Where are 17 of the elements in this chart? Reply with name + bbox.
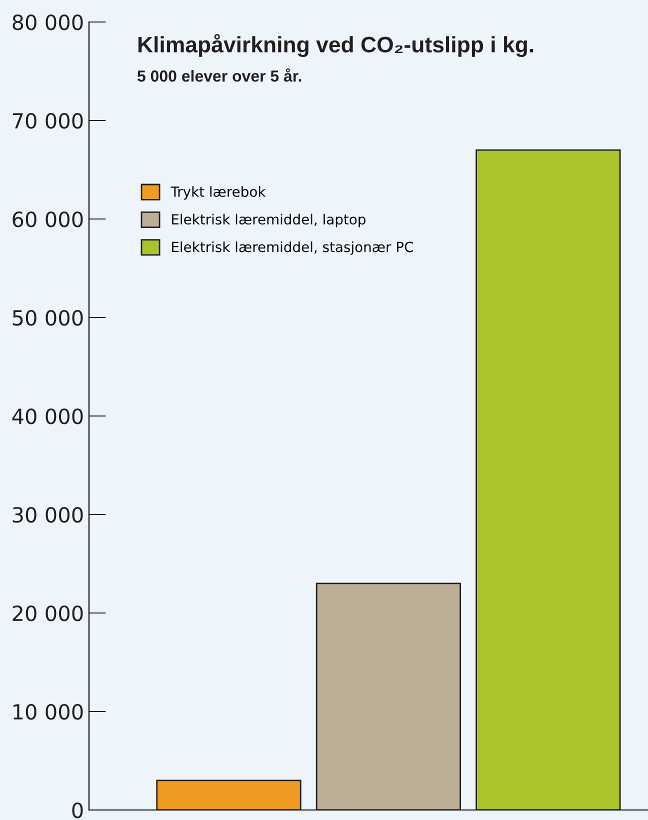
y-tick-label: 70 000 (12, 112, 83, 129)
text: 5 000 elever over 5 år. (137, 68, 302, 82)
y-tick-label: 60 000 (12, 211, 83, 228)
bar (316, 582, 462, 810)
y-tick-label: 20 000 (12, 605, 83, 622)
text: Klimapåvirkning ved CO₂-utslipp i kg. (138, 34, 534, 57)
y-tick-label: 30 000 (12, 506, 83, 523)
bar (476, 149, 621, 810)
y-tick-label: 10 000 (14, 704, 83, 720)
y-tick-label: 40 000 (12, 408, 83, 424)
y-tick-label: 0 (72, 802, 83, 818)
legend-label: Elektrisk læremiddel, stasjonær PC (172, 241, 413, 255)
legend-label: Elektrisk læremiddel, laptop (172, 214, 366, 228)
legend-label: Trykt lærebok (170, 186, 266, 200)
bar (156, 780, 302, 810)
y-tick-label: 50 000 (12, 310, 83, 326)
y-tick-label: 80 000 (12, 14, 83, 30)
